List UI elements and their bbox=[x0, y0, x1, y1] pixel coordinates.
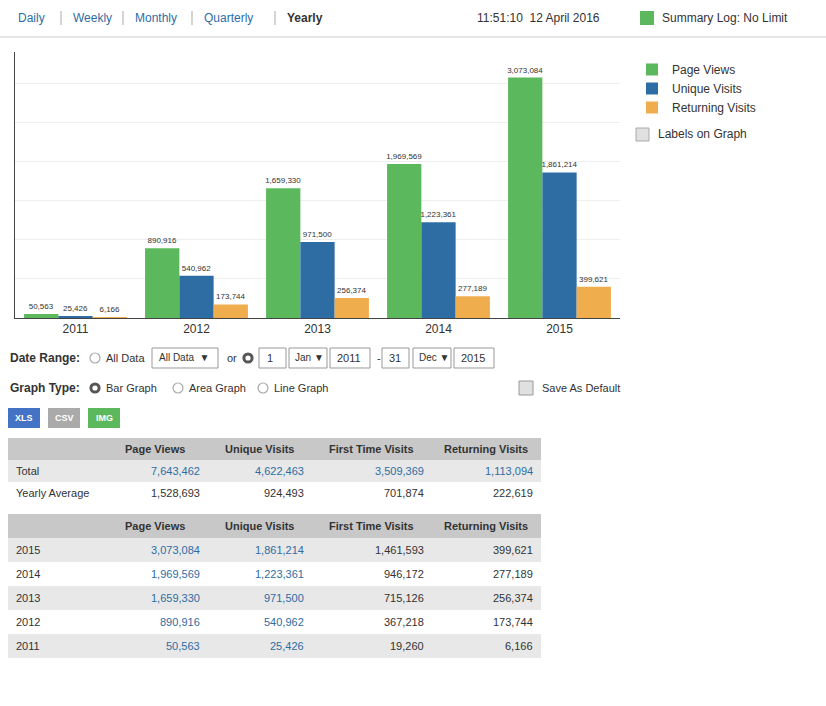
svg-text:701,874: 701,874 bbox=[384, 487, 424, 499]
svg-text:7,643,462: 7,643,462 bbox=[151, 465, 200, 477]
svg-text:2012: 2012 bbox=[183, 322, 210, 336]
svg-text:3,509,369: 3,509,369 bbox=[375, 465, 424, 477]
svg-text:2015: 2015 bbox=[546, 322, 573, 336]
svg-text:Unique Visits: Unique Visits bbox=[672, 82, 742, 96]
svg-text:2013: 2013 bbox=[304, 322, 331, 336]
svg-text:31: 31 bbox=[389, 352, 401, 364]
svg-text:1,223,361: 1,223,361 bbox=[255, 568, 304, 580]
svg-text:Line Graph: Line Graph bbox=[274, 382, 328, 394]
svg-text:173,744: 173,744 bbox=[216, 292, 245, 301]
svg-text:Unique Visits: Unique Visits bbox=[225, 520, 294, 532]
svg-text:890,916: 890,916 bbox=[147, 236, 176, 245]
svg-text:1,659,330: 1,659,330 bbox=[265, 176, 301, 185]
svg-text:25,426: 25,426 bbox=[63, 304, 88, 313]
svg-text:2013: 2013 bbox=[16, 592, 40, 604]
svg-text:Date Range:: Date Range: bbox=[10, 351, 80, 365]
svg-text:Weekly: Weekly bbox=[73, 11, 112, 25]
svg-text:XLS: XLS bbox=[15, 413, 33, 423]
svg-text:540,962: 540,962 bbox=[264, 616, 304, 628]
svg-text:11:51:10 12 April 2016: 11:51:10 12 April 2016 bbox=[477, 11, 600, 25]
svg-text:19,260: 19,260 bbox=[390, 640, 424, 652]
svg-text:1,223,361: 1,223,361 bbox=[420, 210, 456, 219]
svg-text:CSV: CSV bbox=[55, 413, 74, 423]
svg-text:Yearly: Yearly bbox=[287, 11, 323, 25]
svg-text:All Data ▼: All Data ▼ bbox=[159, 352, 209, 363]
svg-text:or: or bbox=[227, 352, 237, 364]
svg-text:2014: 2014 bbox=[16, 568, 40, 580]
svg-text:946,172: 946,172 bbox=[384, 568, 424, 580]
svg-text:2011: 2011 bbox=[337, 352, 361, 364]
svg-text:Area Graph: Area Graph bbox=[189, 382, 246, 394]
svg-text:Monthly: Monthly bbox=[135, 11, 177, 25]
svg-text:2015: 2015 bbox=[16, 544, 40, 556]
svg-text:277,189: 277,189 bbox=[493, 568, 533, 580]
svg-text:6,166: 6,166 bbox=[505, 640, 533, 652]
svg-text:715,126: 715,126 bbox=[384, 592, 424, 604]
svg-text:Labels on Graph: Labels on Graph bbox=[658, 127, 747, 141]
svg-text:Page Views: Page Views bbox=[125, 443, 185, 455]
svg-text:Save As Default: Save As Default bbox=[542, 382, 620, 394]
svg-text:277,189: 277,189 bbox=[458, 284, 487, 293]
svg-text:6,166: 6,166 bbox=[99, 305, 120, 314]
svg-text:Yearly Average: Yearly Average bbox=[16, 487, 89, 499]
svg-text:256,374: 256,374 bbox=[337, 286, 366, 295]
svg-text:1,659,330: 1,659,330 bbox=[151, 592, 200, 604]
svg-text:540,962: 540,962 bbox=[182, 264, 211, 273]
svg-text:Jan ▼: Jan ▼ bbox=[295, 352, 324, 363]
svg-text:1,861,214: 1,861,214 bbox=[255, 544, 304, 556]
svg-text:2014: 2014 bbox=[425, 322, 452, 336]
svg-text:50,563: 50,563 bbox=[29, 302, 54, 311]
svg-text:Unique Visits: Unique Visits bbox=[225, 443, 294, 455]
svg-text:1,861,214: 1,861,214 bbox=[541, 160, 577, 169]
svg-text:First Time Visits: First Time Visits bbox=[329, 520, 414, 532]
svg-text:924,493: 924,493 bbox=[264, 487, 304, 499]
svg-text:All Data: All Data bbox=[106, 352, 145, 364]
svg-text:3,073,084: 3,073,084 bbox=[507, 66, 543, 75]
svg-text:1,461,593: 1,461,593 bbox=[375, 544, 424, 556]
svg-text:50,563: 50,563 bbox=[166, 640, 200, 652]
svg-text:Dec ▼: Dec ▼ bbox=[419, 352, 449, 363]
svg-text:1: 1 bbox=[267, 352, 273, 364]
svg-text:Returning Visits: Returning Visits bbox=[672, 101, 756, 115]
svg-text:Graph Type:: Graph Type: bbox=[10, 381, 80, 395]
svg-text:256,374: 256,374 bbox=[493, 592, 533, 604]
svg-text:2015: 2015 bbox=[461, 352, 485, 364]
svg-text:Daily: Daily bbox=[18, 11, 45, 25]
svg-text:1,528,693: 1,528,693 bbox=[151, 487, 200, 499]
svg-text:Quarterly: Quarterly bbox=[204, 11, 253, 25]
svg-text:Returning Visits: Returning Visits bbox=[444, 443, 528, 455]
svg-text:Page Views: Page Views bbox=[125, 520, 185, 532]
svg-text:890,916: 890,916 bbox=[160, 616, 200, 628]
svg-text:399,621: 399,621 bbox=[579, 275, 608, 284]
svg-text:1,969,569: 1,969,569 bbox=[151, 568, 200, 580]
svg-text:399,621: 399,621 bbox=[493, 544, 533, 556]
svg-text:4,622,463: 4,622,463 bbox=[255, 465, 304, 477]
svg-text:1,969,569: 1,969,569 bbox=[386, 152, 422, 161]
svg-text:1,113,094: 1,113,094 bbox=[485, 465, 533, 477]
svg-text:367,218: 367,218 bbox=[384, 616, 424, 628]
svg-text:2011: 2011 bbox=[63, 322, 89, 336]
svg-text:173,744: 173,744 bbox=[493, 616, 533, 628]
svg-text:Summary Log: No Limit: Summary Log: No Limit bbox=[662, 11, 788, 25]
svg-text:971,500: 971,500 bbox=[303, 230, 332, 239]
svg-text:2011: 2011 bbox=[16, 640, 40, 652]
svg-text:3,073,084: 3,073,084 bbox=[151, 544, 200, 556]
svg-text:222,619: 222,619 bbox=[493, 487, 533, 499]
svg-text:IMG: IMG bbox=[96, 413, 113, 423]
svg-text:Returning Visits: Returning Visits bbox=[444, 520, 528, 532]
svg-text:2012: 2012 bbox=[16, 616, 40, 628]
svg-text:Bar Graph: Bar Graph bbox=[106, 382, 157, 394]
svg-text:First Time Visits: First Time Visits bbox=[329, 443, 414, 455]
svg-text:-: - bbox=[377, 352, 381, 364]
svg-text:Page Views: Page Views bbox=[672, 63, 735, 77]
svg-text:971,500: 971,500 bbox=[264, 592, 304, 604]
svg-text:25,426: 25,426 bbox=[270, 640, 304, 652]
svg-text:Total: Total bbox=[16, 465, 39, 477]
